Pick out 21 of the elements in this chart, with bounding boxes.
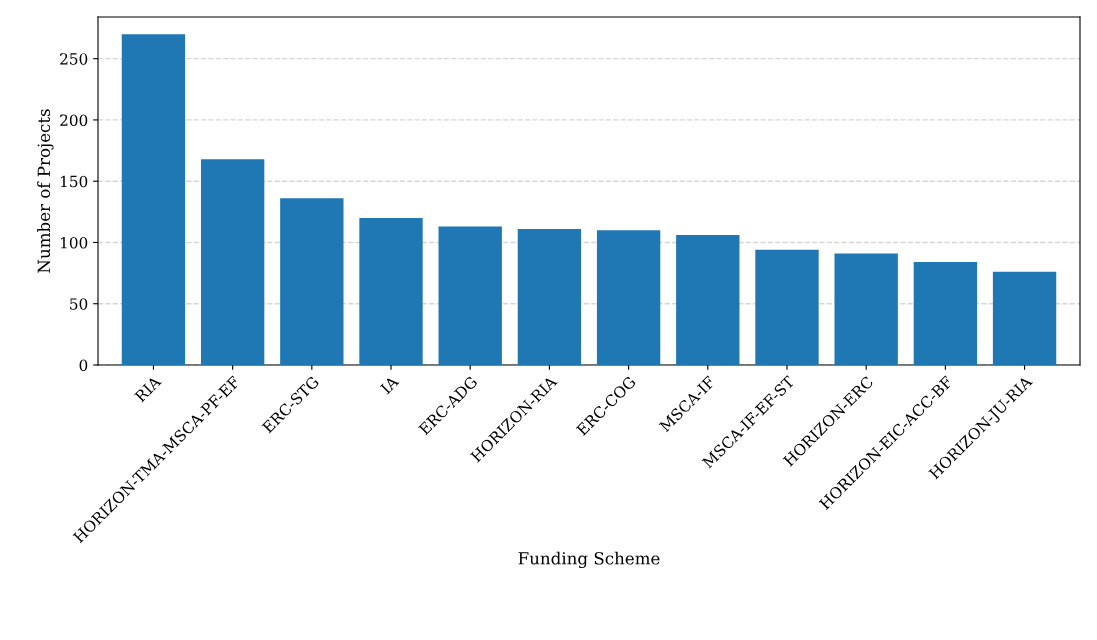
y-tick-label: 100 xyxy=(60,236,88,249)
bar xyxy=(517,228,582,365)
y-tick-label: 200 xyxy=(60,114,88,126)
bar xyxy=(200,159,265,365)
y-tick-label: 250 xyxy=(60,53,88,65)
y-axis-title: Number of Projects xyxy=(37,109,54,273)
y-tick-label: 50 xyxy=(70,298,88,310)
bar xyxy=(676,235,740,365)
bar xyxy=(359,217,423,365)
bar xyxy=(913,262,978,365)
bar xyxy=(755,249,819,365)
bar xyxy=(596,230,661,365)
bar xyxy=(121,34,186,365)
bar xyxy=(280,198,344,365)
x-tick-label: IA xyxy=(379,374,400,395)
bar xyxy=(438,226,502,365)
bar xyxy=(834,253,898,365)
y-tick-label: 150 xyxy=(60,175,88,188)
x-axis-title: Funding Scheme xyxy=(518,551,660,569)
bar xyxy=(992,271,1057,365)
y-tick-label: 0 xyxy=(79,359,88,372)
